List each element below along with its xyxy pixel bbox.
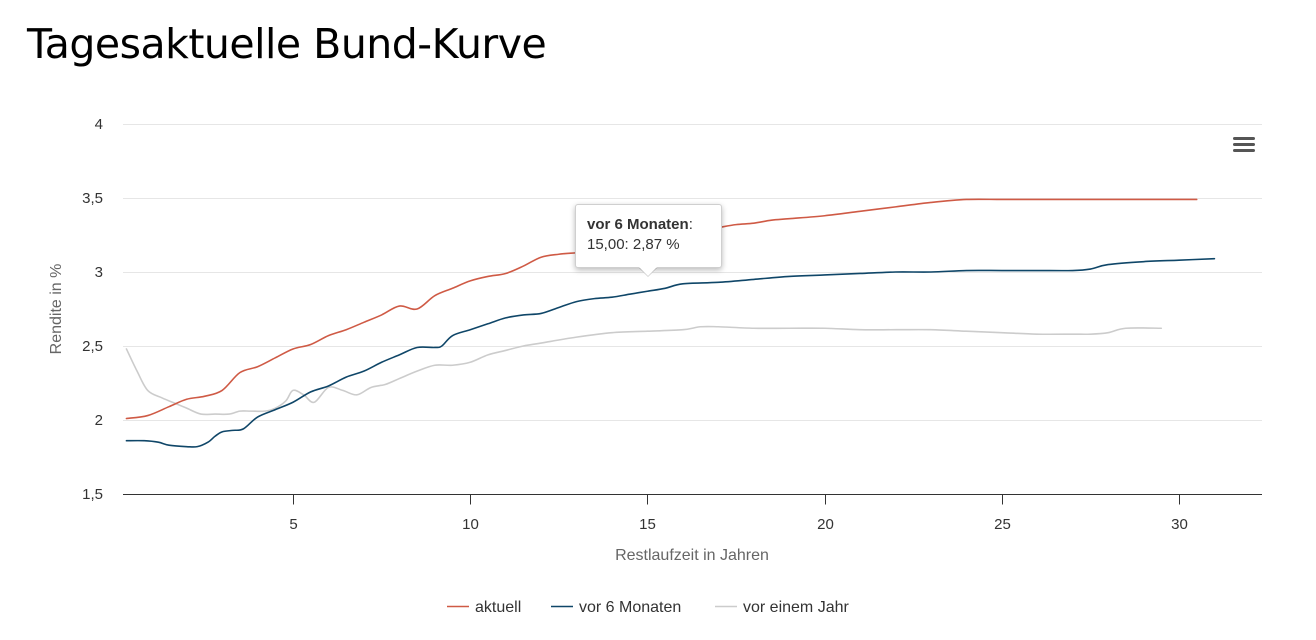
legend-label: vor 6 Monaten xyxy=(579,599,681,616)
x-tick-label: 15 xyxy=(639,516,656,533)
legend-item-vor-6-monaten[interactable]: vor 6 Monaten xyxy=(551,599,681,616)
series-line-aktuell xyxy=(125,198,1198,420)
y-tick-label: 2,5 xyxy=(82,338,103,355)
hamburger-menu-icon xyxy=(1233,137,1255,140)
legend-label: aktuell xyxy=(475,599,521,616)
legend-item-vor-einem-jahr[interactable]: vor einem Jahr xyxy=(715,599,849,616)
y-tick-label: 3 xyxy=(95,264,103,281)
y-tick-label: 1,5 xyxy=(82,486,103,503)
y-tick-label: 3,5 xyxy=(82,190,103,207)
y-axis-title: Rendite in % xyxy=(48,264,65,355)
series-lines xyxy=(125,198,1216,448)
x-tick-label: 5 xyxy=(289,516,297,533)
x-axis-ticks: 5 10 15 20 25 30 xyxy=(289,494,1188,533)
x-tick-label: 10 xyxy=(462,516,479,533)
y-tick-label: 4 xyxy=(95,116,103,133)
legend-label: vor einem Jahr xyxy=(743,599,849,616)
x-tick-label: 25 xyxy=(994,516,1011,533)
tooltip-series-name: vor 6 Monaten xyxy=(587,216,689,233)
chart-menu-button[interactable] xyxy=(1228,130,1260,160)
legend-item-aktuell[interactable]: aktuell xyxy=(447,599,521,616)
x-tick-label: 20 xyxy=(817,516,834,533)
x-axis-title: Restlaufzeit in Jahren xyxy=(615,547,769,564)
series-line-vor-6-monaten xyxy=(125,257,1216,448)
legend: aktuell vor 6 Monaten vor einem Jahr xyxy=(447,599,849,616)
y-axis-ticks: 1,5 2 2,5 3 3,5 4 xyxy=(82,116,103,503)
series-line-vor-einem-jahr xyxy=(125,325,1163,416)
tooltip-arrow-fill xyxy=(638,266,658,276)
hamburger-menu-icon-bar xyxy=(1233,143,1255,146)
grid-lines xyxy=(123,124,1262,495)
page-title: Tagesaktuelle Bund-Kurve xyxy=(27,20,547,68)
y-tick-label: 2 xyxy=(95,412,103,429)
tooltip-value: 15,00: 2,87 % xyxy=(587,236,680,253)
chart-tooltip: vor 6 Monaten: 15,00: 2,87 % xyxy=(575,204,722,268)
hamburger-menu-icon-bar xyxy=(1233,149,1255,152)
x-tick-label: 30 xyxy=(1171,516,1188,533)
